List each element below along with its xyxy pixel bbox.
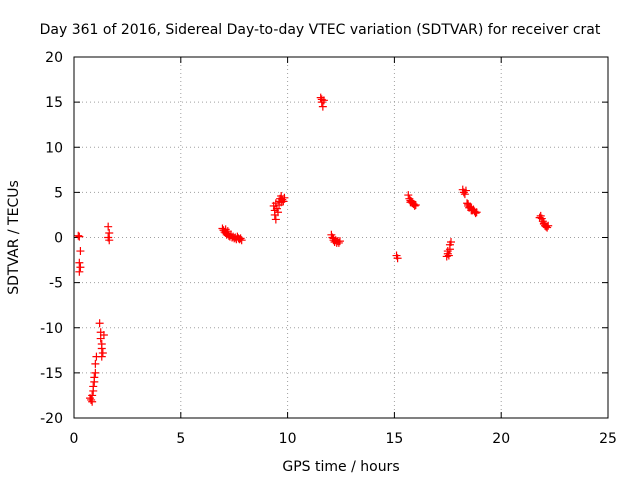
x-tick-label: 20: [492, 431, 510, 447]
data-point: [319, 96, 328, 105]
data-point: [76, 247, 85, 256]
data-point: [90, 373, 99, 382]
data-point: [76, 263, 85, 272]
data-point: [273, 208, 282, 217]
y-tick-label: 0: [54, 231, 63, 247]
data-point: [461, 186, 470, 195]
data-point: [271, 215, 280, 224]
data-point: [406, 198, 415, 207]
y-tick-label: 10: [45, 140, 63, 156]
y-tick-label: 20: [45, 50, 63, 66]
data-point: [410, 201, 419, 210]
y-tick-label: -10: [40, 321, 63, 337]
data-point: [277, 198, 286, 207]
data-point: [539, 219, 548, 228]
data-point: [75, 258, 84, 267]
data-point: [280, 193, 289, 202]
x-tick-label: 15: [385, 431, 403, 447]
data-point: [91, 368, 100, 377]
y-tick-label: 5: [54, 185, 63, 201]
data-point: [105, 228, 114, 237]
data-point: [89, 382, 98, 391]
data-point: [237, 236, 246, 245]
data-point: [447, 238, 456, 247]
y-tick-label: -5: [49, 276, 63, 292]
x-axis-label: GPS time / hours: [282, 459, 399, 475]
data-point: [404, 191, 413, 200]
data-point: [97, 352, 106, 361]
x-tick-label: 10: [279, 431, 297, 447]
data-point: [460, 190, 469, 199]
x-ticks: 0 5 10 15 20 25: [70, 57, 617, 447]
chart-title: Day 361 of 2016, Sidereal Day-to-day VTE…: [40, 22, 601, 38]
data-point: [544, 221, 553, 230]
y-tick-label: 15: [45, 95, 63, 111]
data-point: [104, 222, 113, 231]
data-point: [223, 227, 232, 236]
x-tick-label: 0: [70, 431, 79, 447]
x-tick-label: 25: [599, 431, 617, 447]
data-point: [443, 247, 452, 256]
data-point: [75, 267, 84, 276]
grid: [74, 57, 608, 418]
data-point: [105, 236, 114, 245]
data-point: [444, 251, 453, 260]
data-point: [88, 397, 97, 406]
data-point: [95, 319, 104, 328]
data-point: [471, 209, 480, 218]
data-point: [411, 201, 420, 210]
y-ticks: -20 -15 -10 -5 0 5 10 15 20: [40, 50, 608, 427]
data-point: [91, 359, 100, 368]
data-point: [334, 238, 343, 247]
data-point: [467, 206, 476, 215]
data-point: [236, 234, 245, 243]
data-point: [335, 237, 344, 246]
data-point: [74, 231, 83, 240]
y-tick-label: -15: [40, 366, 63, 382]
data-points: [74, 93, 553, 406]
data-point: [98, 349, 107, 358]
y-axis-label: SDTVAR / TECUs: [6, 180, 22, 295]
plot-area-border: [73, 56, 609, 419]
data-point: [75, 232, 84, 241]
data-point: [318, 102, 327, 111]
data-point: [472, 208, 481, 217]
x-tick-label: 5: [176, 431, 185, 447]
data-point: [99, 330, 108, 339]
data-point: [464, 200, 473, 209]
data-point: [543, 223, 552, 232]
y-tick-label: -20: [40, 411, 63, 427]
data-point: [97, 344, 106, 353]
data-point: [329, 234, 338, 243]
data-point: [87, 395, 96, 404]
data-point: [393, 254, 402, 263]
